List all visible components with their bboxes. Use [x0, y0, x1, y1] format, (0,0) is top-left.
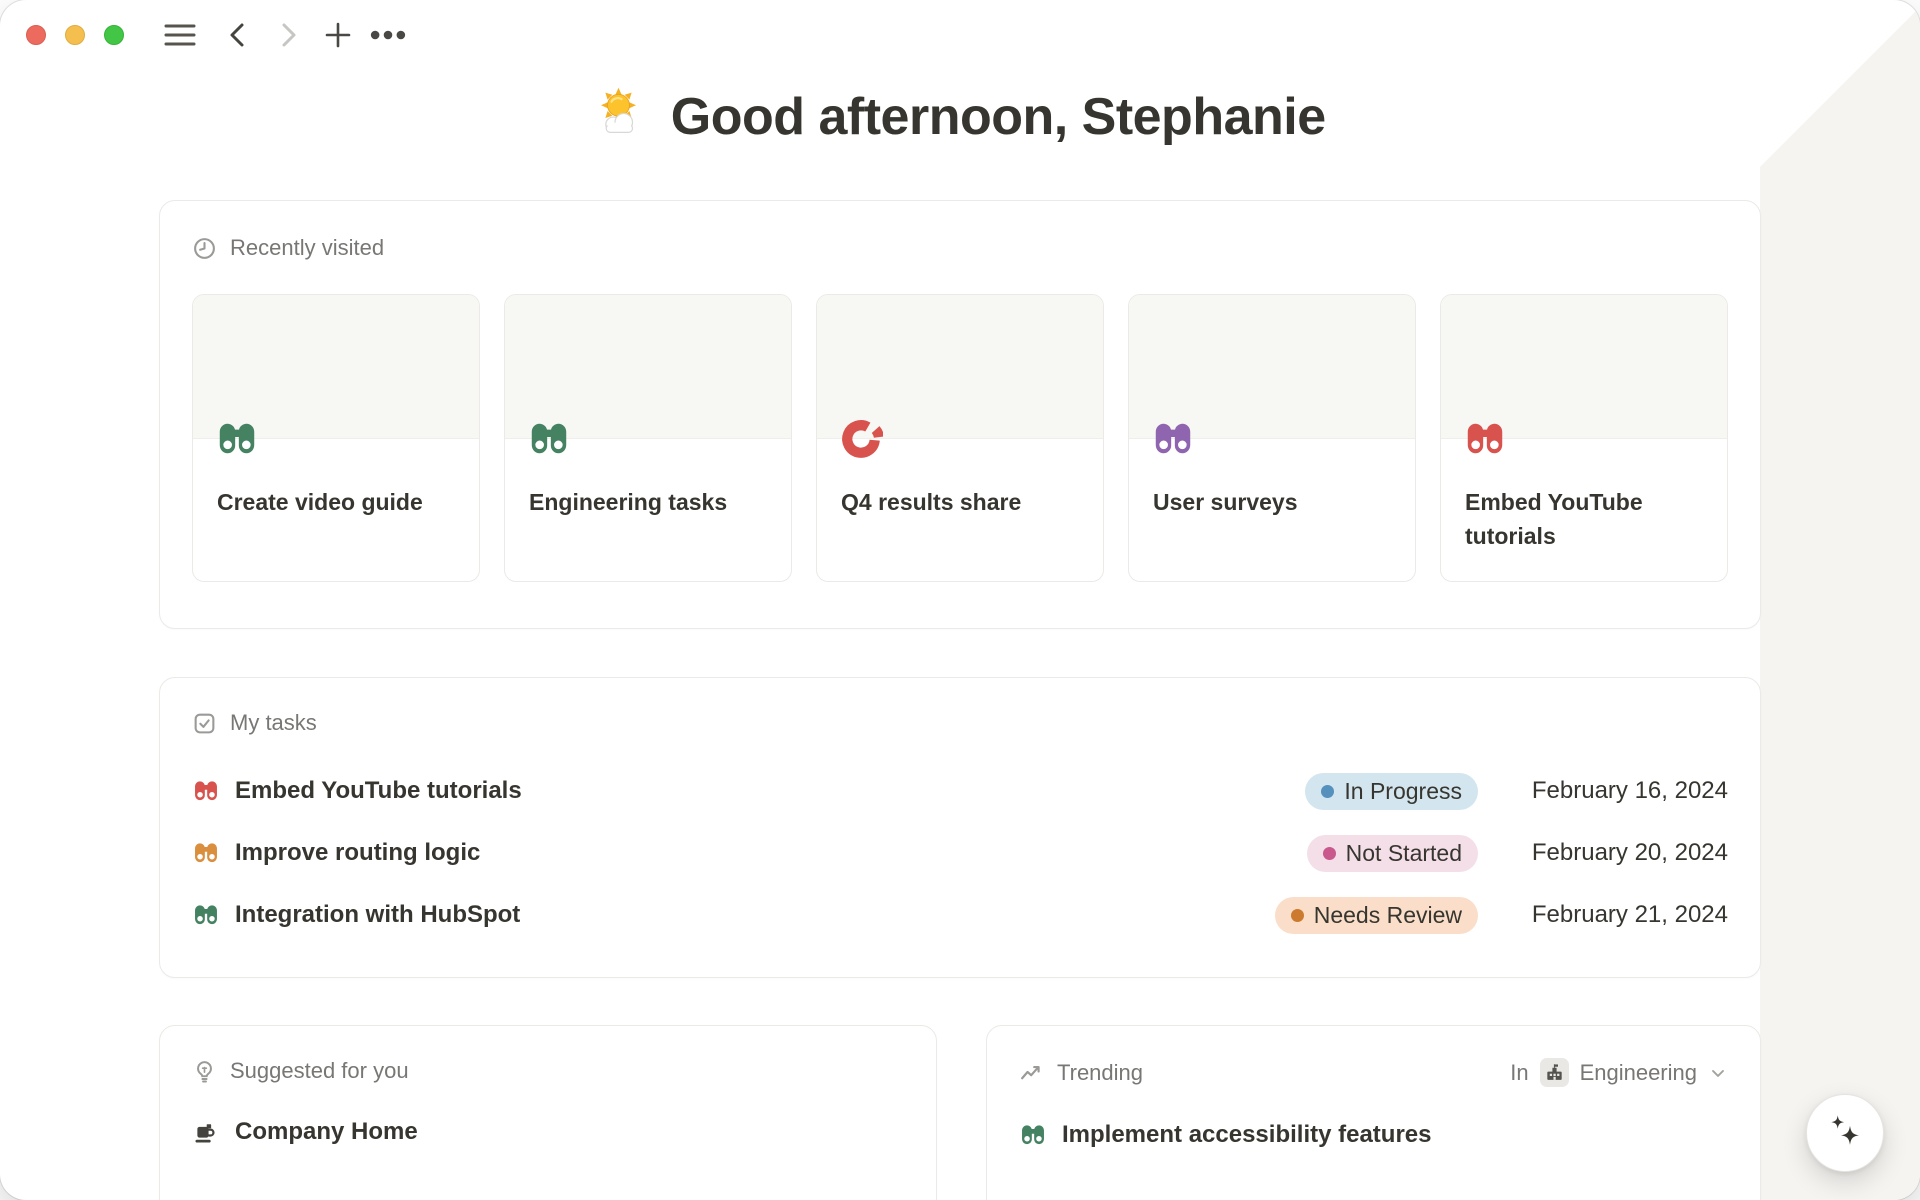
section-label: Suggested for you — [230, 1058, 409, 1083]
sparkles-icon — [1822, 1110, 1868, 1156]
hamburger-menu-icon — [164, 24, 196, 46]
card-title: User surveys — [1153, 489, 1298, 515]
binoculars-icon — [1151, 417, 1195, 461]
section-label: Trending — [1057, 1059, 1144, 1085]
task-title: Embed YouTube tutorials — [235, 777, 522, 804]
card-title: Q4 results share — [841, 489, 1022, 515]
close-window-button[interactable] — [26, 25, 46, 45]
card-cover — [193, 295, 479, 439]
chevron-down-icon — [1712, 1069, 1724, 1077]
item-title: Implement accessibility features — [1062, 1121, 1432, 1148]
binoculars-icon — [192, 901, 220, 929]
building-icon — [1544, 1062, 1565, 1083]
task-list: Embed YouTube tutorials In Progress Febr… — [192, 760, 1728, 946]
my-tasks-header: My tasks — [192, 710, 1728, 736]
traffic-lights — [26, 25, 124, 45]
task-row-improve-routing-logic[interactable]: Improve routing logic Not Started Februa… — [192, 822, 1728, 884]
trending-section: Trending In Engineering Implement — [986, 1025, 1761, 1200]
sun-behind-cloud-icon — [594, 86, 650, 142]
recent-card-q4-results-share[interactable]: Q4 results share — [816, 294, 1104, 582]
task-title: Integration with HubSpot — [235, 901, 521, 928]
checkbox-icon — [192, 711, 217, 736]
trending-header: Trending In Engineering — [1019, 1058, 1728, 1087]
binoculars-icon — [527, 417, 571, 461]
recent-card-create-video-guide[interactable]: Create video guide — [192, 294, 480, 582]
section-label: My tasks — [230, 710, 317, 735]
maximize-window-button[interactable] — [104, 25, 124, 45]
minimize-window-button[interactable] — [65, 25, 85, 45]
task-row-integration-with-hubspot[interactable]: Integration with HubSpot Needs Review Fe… — [192, 884, 1728, 946]
window-toolbar — [0, 0, 1920, 70]
teamspace-badge — [1539, 1058, 1569, 1087]
card-title: Embed YouTube tutorials — [1465, 489, 1643, 549]
scope-label: Engineering — [1579, 1059, 1697, 1085]
plus-icon — [325, 22, 351, 48]
card-cover — [817, 295, 1103, 439]
status-badge[interactable]: In Progress — [1305, 772, 1478, 810]
binoculars-icon — [1019, 1121, 1047, 1149]
status-label: In Progress — [1344, 777, 1462, 804]
trending-up-icon — [1019, 1060, 1044, 1085]
my-tasks-section: My tasks Embed YouTube tutorials In Prog… — [159, 677, 1761, 978]
card-cover — [505, 295, 791, 439]
donut-chart-icon — [839, 417, 883, 461]
task-due-date: February 20, 2024 — [1531, 839, 1728, 866]
trending-scope-selector[interactable]: In Engineering — [1510, 1058, 1728, 1087]
status-label: Not Started — [1345, 839, 1462, 866]
back-chevron-icon — [230, 23, 244, 47]
recent-card-user-surveys[interactable]: User surveys — [1128, 294, 1416, 582]
status-dot — [1290, 908, 1304, 922]
recently-visited-section: Recently visited Create video guide Engi… — [159, 200, 1761, 629]
card-title: Engineering tasks — [529, 489, 728, 515]
binoculars-icon — [215, 417, 259, 461]
task-title: Improve routing logic — [235, 839, 481, 866]
bottom-sections: Suggested for you Company Home Trending … — [159, 1025, 1761, 1200]
status-badge[interactable]: Needs Review — [1274, 896, 1478, 934]
binoculars-icon — [1463, 417, 1507, 461]
status-dot — [1321, 784, 1335, 798]
suggested-section: Suggested for you Company Home — [159, 1025, 937, 1200]
status-label: Needs Review — [1313, 901, 1462, 928]
card-cover — [1441, 295, 1727, 439]
recent-card-engineering-tasks[interactable]: Engineering tasks — [504, 294, 792, 582]
card-cover — [1129, 295, 1415, 439]
clock-icon — [192, 236, 217, 261]
menu-button[interactable] — [162, 17, 198, 53]
home-content: Recently visited Create video guide Engi… — [159, 200, 1761, 1200]
task-due-date: February 21, 2024 — [1531, 901, 1728, 928]
greeting-header: Good afternoon, Stephanie — [0, 86, 1920, 147]
suggested-header: Suggested for you — [192, 1058, 904, 1084]
recently-visited-header: Recently visited — [192, 235, 1728, 261]
section-label: Recently visited — [230, 235, 385, 260]
back-button[interactable] — [220, 17, 256, 53]
new-tab-button[interactable] — [320, 17, 356, 53]
suggested-item-company-home[interactable]: Company Home — [192, 1118, 904, 1146]
binoculars-icon — [192, 839, 220, 867]
card-title: Create video guide — [217, 489, 423, 515]
ai-assistant-button[interactable] — [1806, 1094, 1884, 1172]
status-dot — [1322, 846, 1336, 860]
task-due-date: February 16, 2024 — [1531, 777, 1728, 804]
lightbulb-icon — [192, 1059, 217, 1084]
page-title: Good afternoon, Stephanie — [670, 88, 1326, 146]
coffee-cup-icon — [192, 1118, 220, 1146]
recently-visited-cards: Create video guide Engineering tasks Q4 … — [192, 294, 1728, 582]
item-title: Company Home — [235, 1118, 418, 1145]
binoculars-icon — [192, 777, 220, 805]
forward-button[interactable] — [270, 17, 306, 53]
forward-chevron-icon — [282, 23, 296, 47]
task-row-embed-youtube-tutorials[interactable]: Embed YouTube tutorials In Progress Febr… — [192, 760, 1728, 822]
scope-prefix-label: In — [1510, 1059, 1529, 1085]
status-badge[interactable]: Not Started — [1306, 834, 1478, 872]
ellipsis-icon — [370, 30, 406, 40]
more-options-button[interactable] — [370, 17, 406, 53]
recent-card-embed-youtube-tutorials[interactable]: Embed YouTube tutorials — [1440, 294, 1728, 582]
trending-item-implement-accessibility-features[interactable]: Implement accessibility features — [1019, 1121, 1728, 1149]
